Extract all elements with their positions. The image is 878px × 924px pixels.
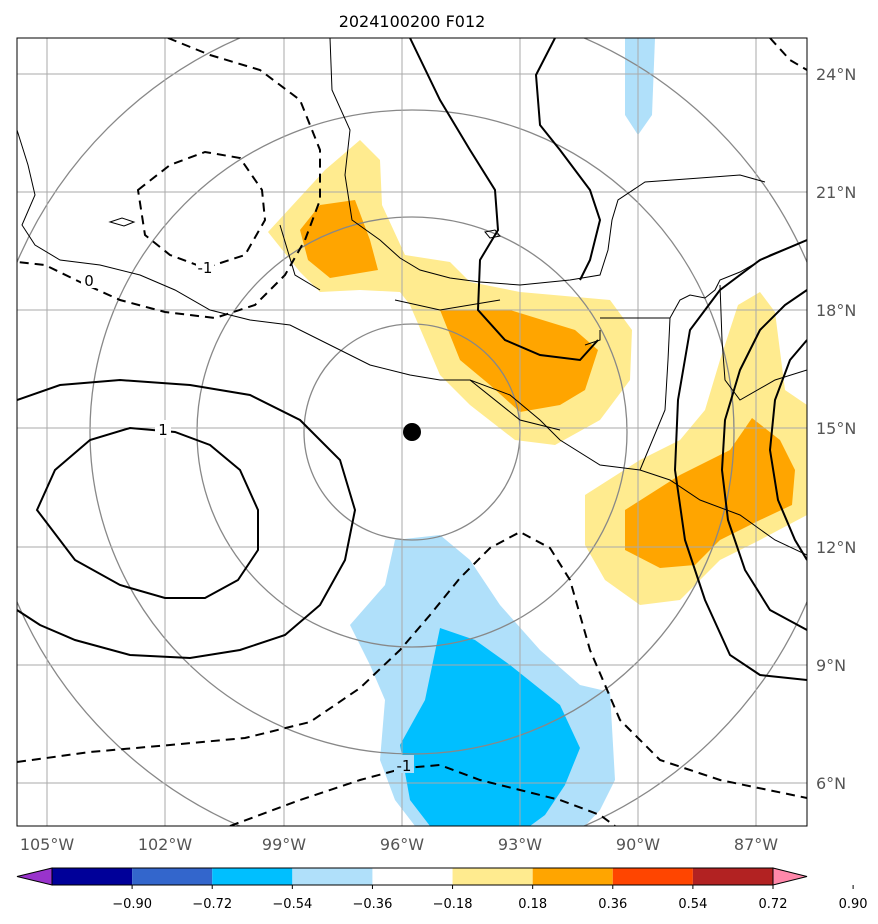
fill-positive-inner-north <box>300 200 378 278</box>
colorbar-segment <box>372 868 453 885</box>
colorbar-segment <box>612 868 693 885</box>
chart-title: 2024100200 F012 <box>339 12 486 31</box>
coastline-central-america <box>639 284 807 471</box>
coastline-pacific <box>17 129 807 556</box>
lon-tick-label: 99°W <box>262 835 306 854</box>
contour-positive-east-3 <box>768 339 807 561</box>
coastlines <box>17 38 807 556</box>
lon-tick-label: 93°W <box>498 835 542 854</box>
lat-tick-label: 24°N <box>816 65 856 84</box>
positive-fill-layer <box>268 140 807 605</box>
contour-positive-west-inner <box>35 426 259 599</box>
contour-label-zero: 0 <box>84 272 94 290</box>
plot-frame <box>16 37 808 827</box>
contour-positive-east-2 <box>720 289 807 631</box>
colorbar-tick-label: 0.54 <box>678 897 707 912</box>
lat-tick-label: 6°N <box>816 774 846 793</box>
colorbar-tick-label: −0.90 <box>112 897 152 912</box>
range-rings <box>17 38 807 826</box>
colorbar-tick-label: −0.36 <box>353 897 393 912</box>
colorbar-tick-label: −0.54 <box>272 897 312 912</box>
contour-positive-north-inner <box>409 38 599 362</box>
lat-tick-label: 15°N <box>816 419 856 438</box>
coastline-island <box>108 217 501 239</box>
colorbar-tick-label: 0.90 <box>839 897 868 912</box>
colorbar-segment <box>452 868 533 885</box>
fill-negative-inner <box>400 628 580 826</box>
contour-label-neg1-south: -1 <box>397 757 412 775</box>
colorbar-tick-label: 0.72 <box>759 897 788 912</box>
contour-positive-east-1 <box>673 239 807 681</box>
colorbar: −0.90 −0.72 −0.54 −0.36 −0.18 0.18 0.36 0.54 0.7… <box>16 867 868 912</box>
colorbar-segment <box>132 868 213 885</box>
lat-tick-label: 21°N <box>816 183 856 202</box>
coastline-gulf <box>329 38 766 286</box>
colorbar-segment <box>52 868 133 885</box>
plot-area: -1 0 1 -1 <box>17 38 807 826</box>
fill-positive-inner-east <box>625 418 795 568</box>
contour-label-neg1-north: -1 <box>198 259 213 277</box>
colorbar-tick-label: 0.36 <box>598 897 627 912</box>
lon-tick-label: 102°W <box>138 835 193 854</box>
gridlines <box>17 38 807 826</box>
contour-label-pos1-west: 1 <box>158 421 168 439</box>
contour-positive-west-outer <box>17 378 357 660</box>
lon-tick-label: 87°W <box>734 835 778 854</box>
colorbar-segment <box>212 868 293 885</box>
contour-label-layer: -1 0 1 -1 <box>81 257 414 775</box>
contour-negative-south-1 <box>17 530 807 799</box>
lon-tick-label: 105°W <box>20 835 75 854</box>
latitude-tick-labels: 6°N 9°N 12°N 15°N 18°N 21°N 24°N <box>816 65 856 793</box>
contour-positive-north-trough <box>534 38 602 281</box>
colorbar-segment <box>532 868 613 885</box>
fill-positive-inner-center <box>440 310 598 412</box>
coastline-inland <box>279 224 601 431</box>
colorbar-extend-high <box>772 867 808 886</box>
colorbar-segment <box>692 868 773 885</box>
colorbar-segment <box>292 868 373 885</box>
lat-tick-label: 12°N <box>816 538 856 557</box>
colorbar-frame <box>51 867 774 886</box>
colorbar-tick-label: −0.18 <box>433 897 473 912</box>
colorbar-tick-label: 0.18 <box>518 897 547 912</box>
contour-negative-south-2 <box>229 763 616 826</box>
lon-tick-label: 90°W <box>616 835 660 854</box>
colorbar-tick-label: −0.72 <box>192 897 232 912</box>
lat-tick-label: 18°N <box>816 301 856 320</box>
contour-negative-north-loop <box>136 150 267 270</box>
lat-tick-label: 9°N <box>816 656 846 675</box>
colorbar-extend-low <box>16 867 53 886</box>
lon-tick-label: 96°W <box>380 835 424 854</box>
storm-center-marker <box>403 423 421 441</box>
longitude-tick-labels: 105°W 102°W 99°W 96°W 93°W 90°W 87°W <box>20 835 778 854</box>
